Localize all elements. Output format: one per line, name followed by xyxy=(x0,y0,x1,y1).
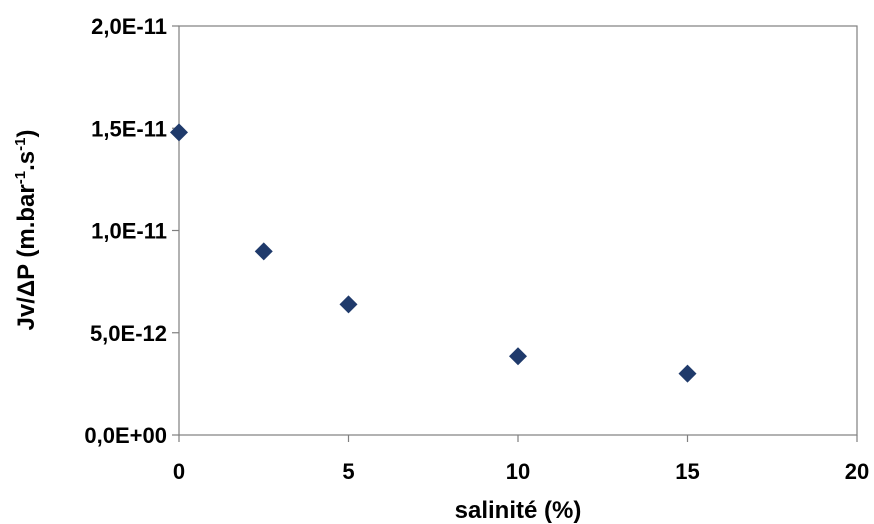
y-tick-label: 1,0E-11 xyxy=(91,219,167,244)
x-axis-title: salinité (%) xyxy=(455,497,582,524)
y-tick-label: 1,5E-11 xyxy=(91,116,167,141)
data-point xyxy=(170,123,188,142)
x-axis-ticks: 0 5 10 15 20 xyxy=(173,435,869,484)
x-tick-label: 0 xyxy=(173,459,185,484)
x-tick-label: 10 xyxy=(506,459,530,484)
x-tick-label: 5 xyxy=(342,459,354,484)
data-point xyxy=(339,295,358,314)
data-points xyxy=(170,123,697,383)
y-tick-label: 2,0E-11 xyxy=(91,14,167,39)
y-axis-ticks: 0,0E+00 5,0E-12 1,0E-11 1,5E-11 2,0E-11 xyxy=(84,14,179,448)
y-tick-label: 5,0E-12 xyxy=(90,321,167,346)
y-tick-label: 0,0E+00 xyxy=(84,423,167,448)
y-axis-title: Jv/ΔP (m.bar-1.s-1) xyxy=(12,130,40,331)
x-tick-label: 15 xyxy=(675,459,699,484)
data-point xyxy=(509,347,527,366)
x-tick-label: 20 xyxy=(845,459,869,484)
data-point xyxy=(254,242,273,261)
data-point xyxy=(678,364,697,383)
plot-area xyxy=(178,25,858,436)
